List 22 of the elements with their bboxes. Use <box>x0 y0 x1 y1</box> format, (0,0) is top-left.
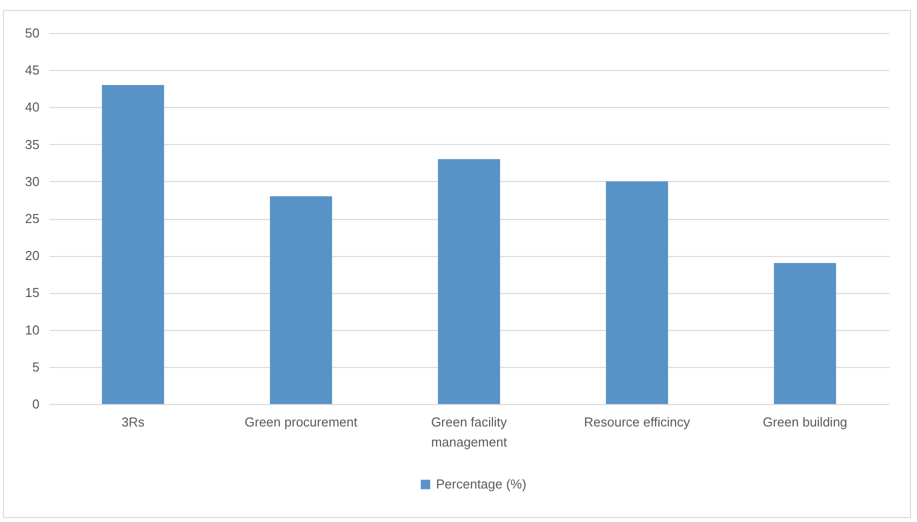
y-tick-label: 10 <box>25 322 40 338</box>
y-tick-label: 50 <box>25 26 40 40</box>
y-tick-label: 15 <box>25 285 40 300</box>
bar <box>438 159 500 404</box>
y-tick-label: 0 <box>32 396 40 412</box>
x-tick-label: 3Rs <box>121 414 146 430</box>
bar <box>102 84 164 404</box>
bar <box>606 181 668 404</box>
x-tick-label: Green facility management <box>431 414 508 450</box>
x-tick-label: Green building <box>762 414 848 430</box>
y-tick-label: 30 <box>25 174 40 189</box>
y-tick-label: 25 <box>25 211 40 226</box>
bar <box>270 196 332 404</box>
y-tick-label: 35 <box>25 136 40 152</box>
y-tick-label: 20 <box>25 248 40 264</box>
x-tick-label: Green procurement <box>244 414 358 430</box>
legend-label: Percentage (%) <box>436 476 526 492</box>
y-tick-label: 5 <box>32 359 40 374</box>
y-tick-label: 45 <box>25 62 40 78</box>
bar <box>774 263 836 404</box>
x-tick-label: Resource efficincy <box>584 414 690 430</box>
y-tick-label: 40 <box>25 100 40 115</box>
